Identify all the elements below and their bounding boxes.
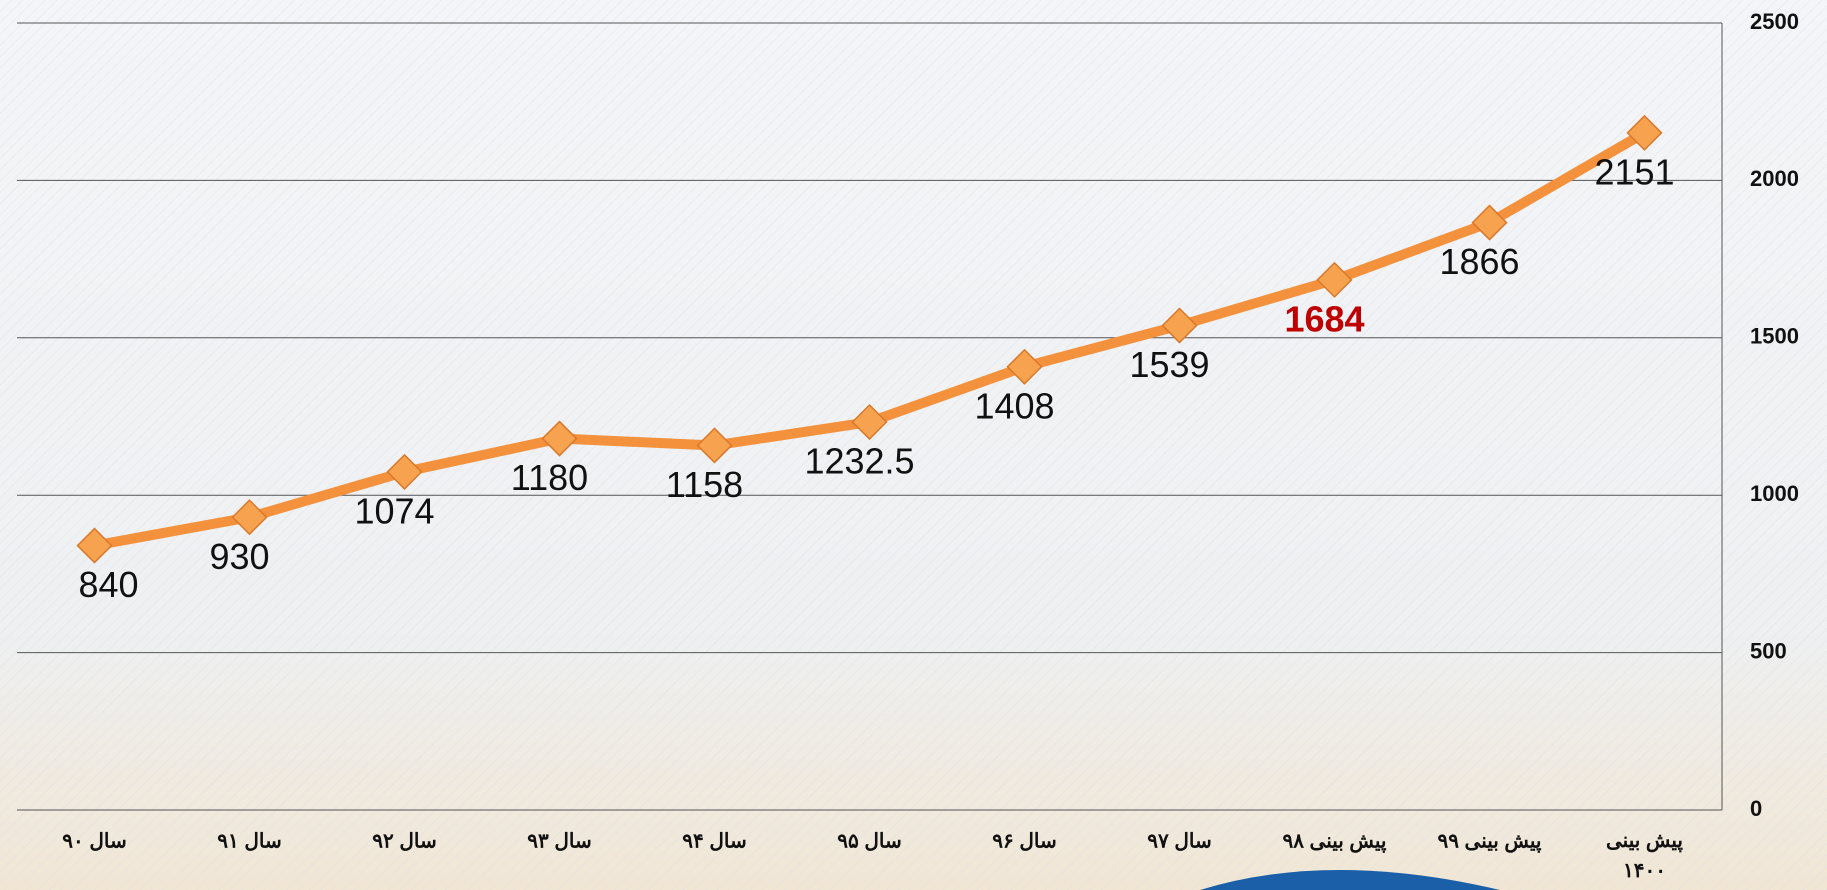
data-label: 1539 bbox=[1129, 344, 1209, 385]
x-tick-label: پیش بینی ۹۹ bbox=[1437, 830, 1541, 853]
page: 0 500 1000 1500 2000 2500 سال ۹۰ سال ۹۱ سال ۹۲ سا… bbox=[0, 0, 1827, 890]
data-label: 1866 bbox=[1439, 241, 1519, 282]
y-tick-label: 0 bbox=[1750, 796, 1762, 821]
x-tick-label: سال ۹۶ bbox=[992, 830, 1056, 852]
data-label: 1408 bbox=[974, 385, 1054, 426]
data-label: 1684 bbox=[1284, 298, 1364, 339]
x-tick-label: سال ۹۷ bbox=[1147, 830, 1211, 852]
data-label: 1074 bbox=[354, 490, 434, 531]
data-label: 1232.5 bbox=[804, 441, 914, 482]
data-label: 1158 bbox=[666, 464, 743, 505]
x-tick-label: پیش بینی ۹۸ bbox=[1282, 830, 1386, 853]
chart: 0 500 1000 1500 2000 2500 سال ۹۰ سال ۹۱ سال ۹۲ سا… bbox=[0, 0, 1827, 890]
y-tick-label: 1500 bbox=[1750, 324, 1799, 349]
data-label: 1180 bbox=[511, 457, 588, 498]
y-tick-label: 2500 bbox=[1750, 9, 1799, 34]
data-label: 2151 bbox=[1594, 151, 1674, 192]
x-tick-label: سال ۹۱ bbox=[217, 830, 281, 852]
x-tick-label: سال ۹۲ bbox=[372, 830, 436, 852]
data-label: 930 bbox=[209, 536, 269, 577]
y-tick-label: 500 bbox=[1750, 638, 1787, 663]
x-tick-label: سال ۹۵ bbox=[837, 830, 901, 852]
y-tick-label: 2000 bbox=[1750, 166, 1799, 191]
x-tick-label: سال ۹۴ bbox=[682, 830, 746, 852]
x-tick-label: سال ۹۳ bbox=[527, 830, 591, 852]
data-label: 840 bbox=[78, 564, 138, 605]
y-tick-label: 1000 bbox=[1750, 481, 1799, 506]
x-tick-label: سال ۹۰ bbox=[62, 830, 126, 852]
